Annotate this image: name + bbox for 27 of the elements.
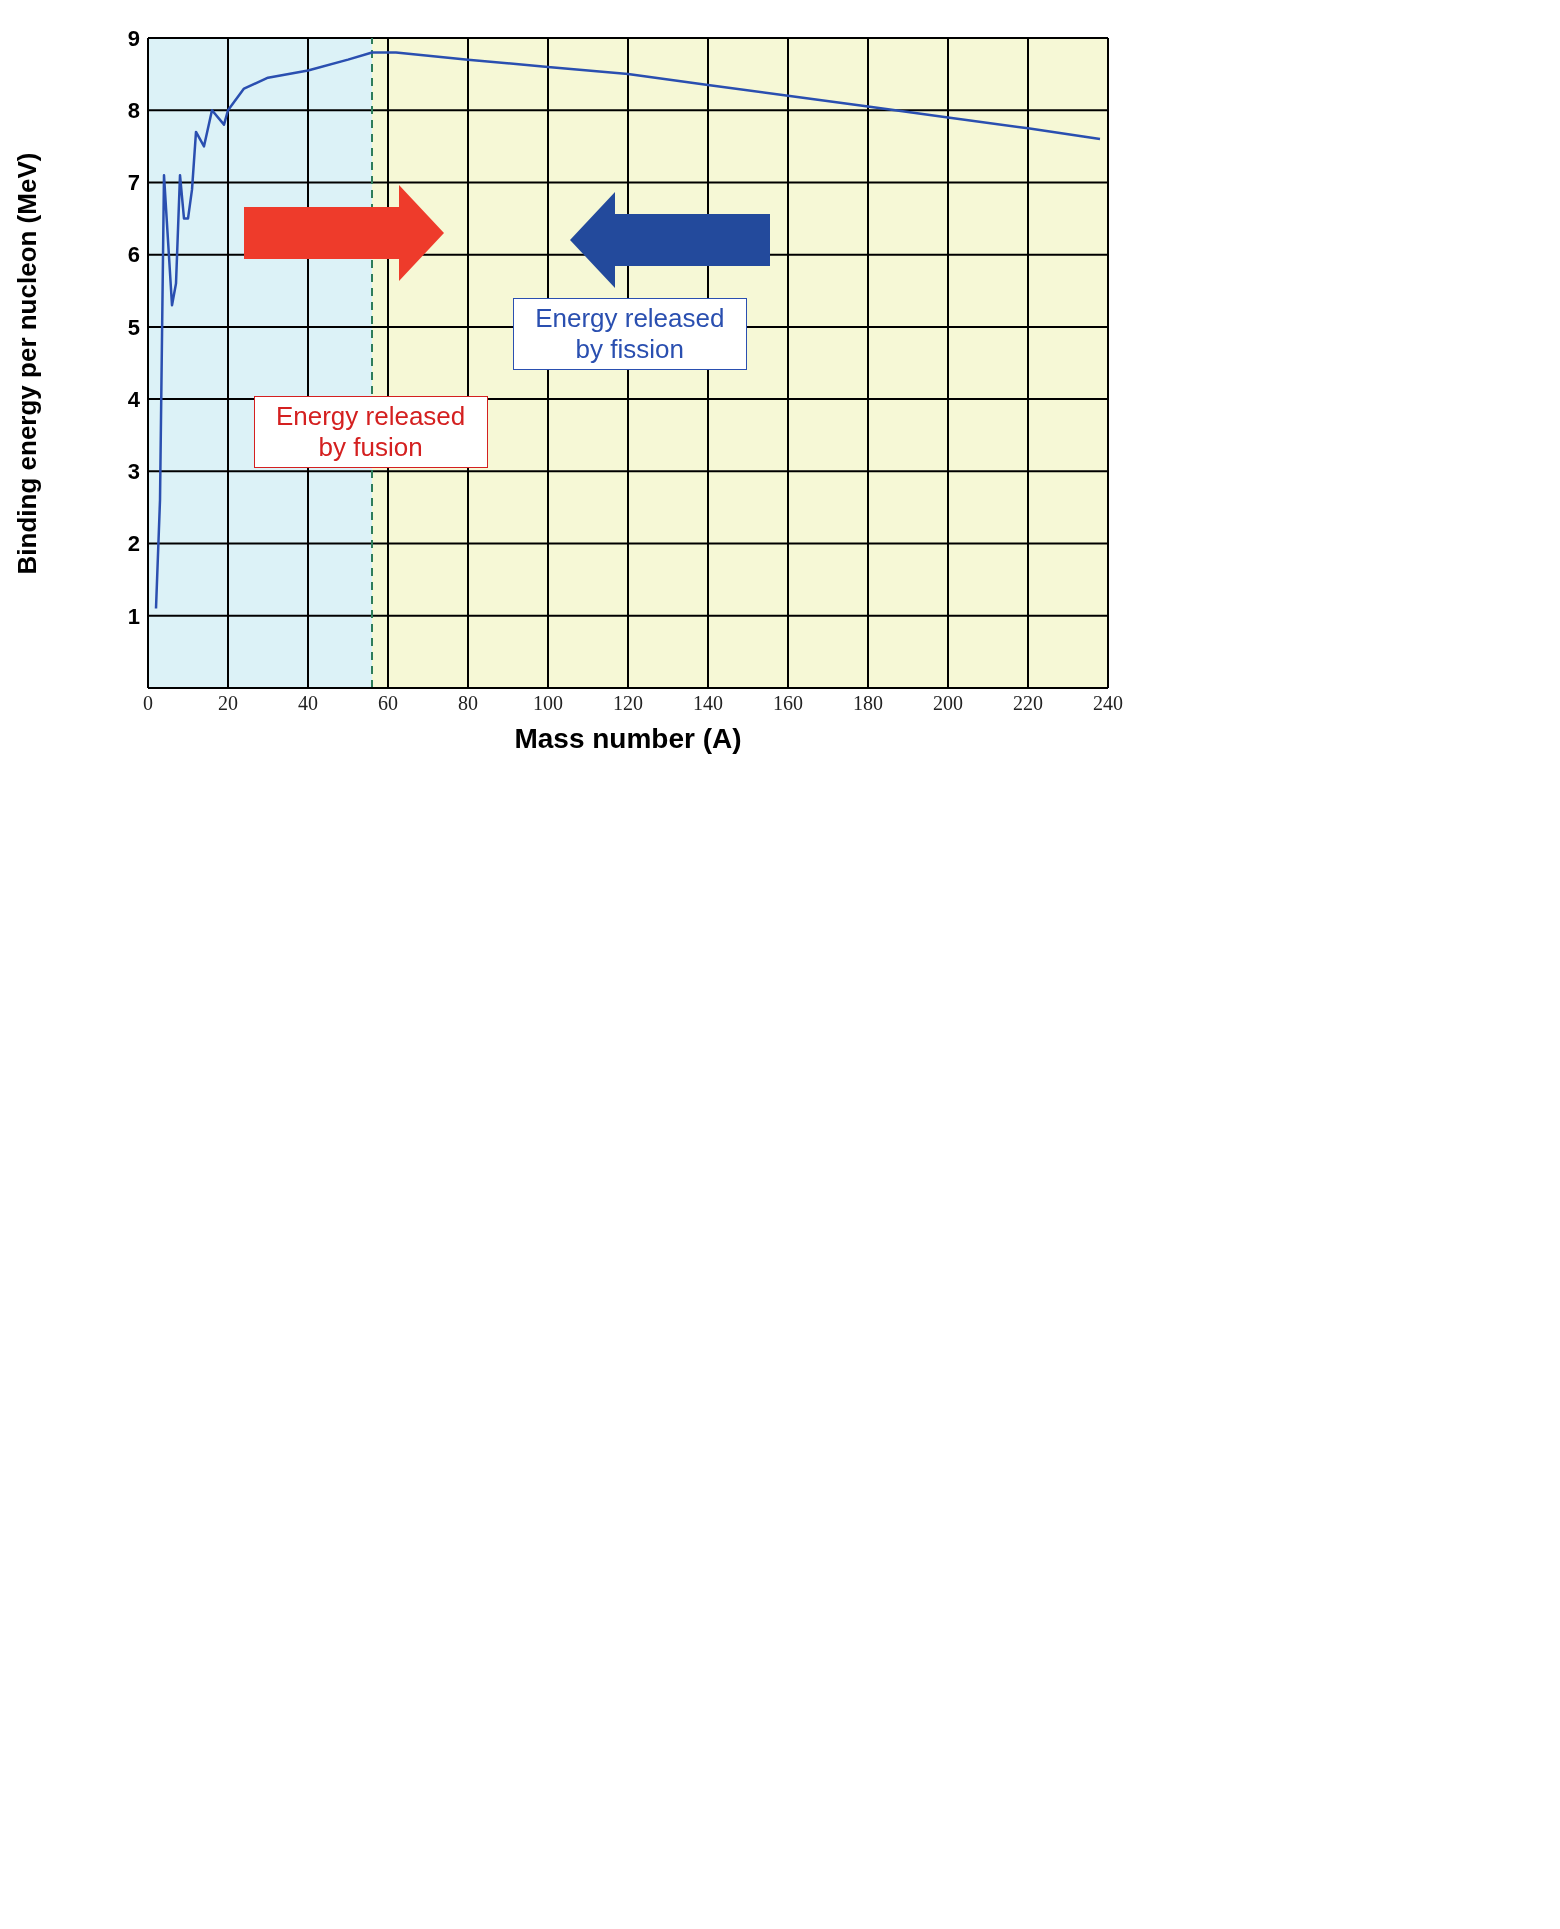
y-tick-label: 9 [127, 25, 140, 51]
x-tick-label: 240 [1093, 692, 1123, 715]
x-axis-title: Mass number (A) [514, 723, 742, 754]
x-tick-label: 60 [378, 692, 398, 715]
y-tick-label: 7 [127, 170, 140, 196]
x-tick-label: 120 [613, 692, 643, 715]
y-tick-label: 5 [127, 314, 140, 340]
y-tick-label: 1 [127, 603, 140, 629]
y-tick-label: 4 [127, 386, 141, 412]
y-tick-label: 6 [127, 242, 140, 268]
y-axis-title: Binding energy per nucleon (MeV) [12, 152, 44, 574]
x-tick-label: 20 [218, 692, 238, 715]
x-tick-label: 140 [693, 692, 723, 715]
x-tick-label: 180 [853, 692, 883, 715]
y-tick-label: 8 [127, 98, 140, 124]
x-tick-label: 160 [773, 692, 803, 715]
x-tick-label: 220 [1013, 692, 1043, 715]
annotation: Energy released by fusion [253, 395, 488, 468]
y-tick-label: 2 [127, 531, 140, 557]
annotation: Energy released by fission [512, 298, 747, 371]
x-tick-label: 0 [143, 692, 153, 715]
y-tick-label: 3 [127, 459, 140, 485]
x-tick-label: 200 [933, 692, 963, 715]
line-series [154, 51, 1102, 610]
x-tick-label: 80 [458, 692, 478, 715]
x-tick-label: 100 [533, 692, 563, 715]
x-tick-label: 40 [298, 692, 318, 715]
